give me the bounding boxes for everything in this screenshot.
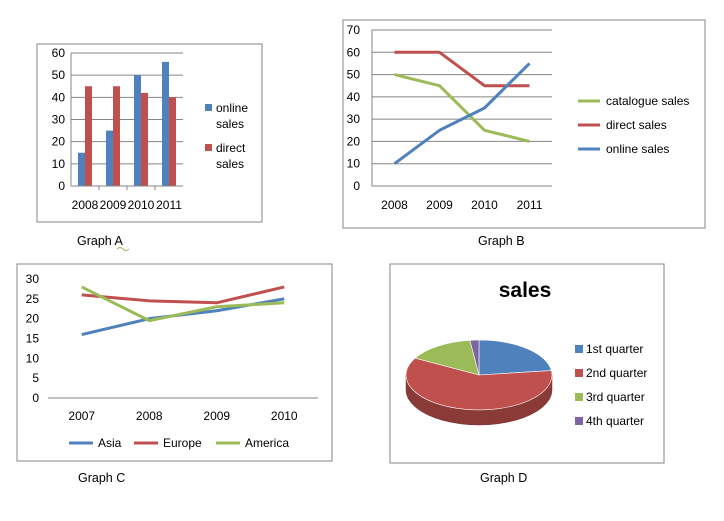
y-tick-label: 60 bbox=[52, 46, 66, 60]
legend-label: online bbox=[216, 101, 248, 115]
y-tick-label: 0 bbox=[353, 179, 360, 193]
bar bbox=[78, 152, 85, 186]
graph-d-legend: 1st quarter 2nd quarter 3rd quarter 4th qua… bbox=[575, 342, 647, 428]
y-tick-label: 20 bbox=[347, 134, 361, 148]
bar bbox=[162, 61, 169, 186]
graph-c-legend: Asia Europe America bbox=[69, 436, 289, 450]
y-tick-label: 20 bbox=[52, 135, 66, 149]
x-tick-label: 2010 bbox=[271, 409, 298, 423]
y-tick-label: 5 bbox=[32, 371, 39, 385]
x-tick-label: 2007 bbox=[68, 409, 95, 423]
series-line bbox=[81, 285, 285, 323]
y-tick-label: 30 bbox=[26, 272, 40, 286]
x-tick-label: 2009 bbox=[203, 409, 230, 423]
graph-b-legend: catalogue sales direct sales online sales bbox=[578, 94, 689, 156]
x-tick-label: 2009 bbox=[100, 198, 127, 212]
bar bbox=[106, 130, 113, 186]
y-tick-label: 50 bbox=[347, 68, 361, 82]
y-tick-label: 40 bbox=[347, 90, 361, 104]
x-tick-label: 2010 bbox=[471, 198, 498, 212]
legend-swatch bbox=[575, 345, 583, 353]
graph-d-caption: Graph D bbox=[480, 471, 527, 485]
legend-label: 2nd quarter bbox=[586, 366, 647, 380]
y-tick-label: 0 bbox=[58, 179, 65, 193]
graph-b-frame bbox=[342, 19, 706, 229]
graph-a-frame bbox=[36, 43, 263, 223]
legend-swatch bbox=[575, 393, 583, 401]
graph-d-title: sales bbox=[499, 279, 552, 302]
legend-swatch bbox=[575, 417, 583, 425]
graph-b: 0 10 20 30 40 50 60 70 2008 2009 2010 2011 catalog… bbox=[342, 19, 706, 229]
pie-slice bbox=[414, 339, 480, 376]
x-tick-label: 2011 bbox=[156, 198, 182, 212]
series-line bbox=[394, 73, 530, 143]
bar bbox=[85, 86, 92, 186]
graph-c-caption: Graph C bbox=[78, 471, 125, 485]
y-tick-label: 10 bbox=[52, 157, 66, 171]
y-tick-label: 10 bbox=[347, 157, 361, 171]
legend-label: America bbox=[245, 436, 289, 450]
series-line bbox=[81, 285, 285, 305]
x-tick-label: 2011 bbox=[517, 198, 543, 212]
legend-label: 3rd quarter bbox=[586, 390, 645, 404]
legend-swatch bbox=[575, 369, 583, 377]
legend-label: direct bbox=[216, 141, 246, 155]
y-tick-label: 70 bbox=[347, 23, 361, 37]
y-tick-label: 20 bbox=[26, 312, 40, 326]
y-tick-label: 10 bbox=[26, 351, 40, 365]
graph-d: sales 1st quarter 2nd quarter 3rd quarter 4… bbox=[389, 263, 665, 464]
x-tick-label: 2008 bbox=[381, 198, 408, 212]
graph-c: 0 5 10 15 20 25 30 2007 2008 2009 2010 Asia Europe… bbox=[16, 263, 333, 462]
y-tick-label: 30 bbox=[52, 113, 66, 127]
legend-label: online sales bbox=[606, 142, 669, 156]
y-tick-label: 25 bbox=[26, 292, 40, 306]
bar bbox=[113, 86, 120, 186]
x-tick-label: 2008 bbox=[72, 198, 99, 212]
y-tick-label: 0 bbox=[32, 391, 39, 405]
legend-label: direct sales bbox=[606, 118, 667, 132]
x-tick-label: 2009 bbox=[426, 198, 453, 212]
legend-swatch bbox=[205, 104, 212, 111]
graph-d-pie bbox=[405, 339, 553, 426]
pie-slice bbox=[405, 357, 553, 411]
legend-label: Asia bbox=[98, 436, 122, 450]
graph-b-caption: Graph B bbox=[478, 234, 525, 248]
y-tick-label: 60 bbox=[347, 45, 361, 59]
pie-slice bbox=[478, 339, 552, 376]
legend-label: catalogue sales bbox=[606, 94, 689, 108]
bar bbox=[134, 75, 141, 186]
graph-a-legend: online sales direct sales bbox=[205, 101, 248, 171]
legend-swatch bbox=[205, 144, 212, 151]
bar bbox=[169, 97, 176, 186]
y-tick-label: 50 bbox=[52, 68, 66, 82]
bar bbox=[141, 92, 148, 186]
y-tick-label: 30 bbox=[347, 112, 361, 126]
legend-label: 1st quarter bbox=[586, 342, 643, 356]
x-tick-label: 2010 bbox=[128, 198, 155, 212]
legend-label: sales bbox=[216, 117, 244, 131]
series-line bbox=[393, 62, 531, 165]
y-tick-label: 15 bbox=[26, 332, 40, 346]
graph-c-frame bbox=[16, 263, 333, 462]
graph-a: 0 10 20 30 40 50 60 2008 2009 2010 2011 online sa… bbox=[36, 43, 263, 223]
graph-a-caption: Graph A bbox=[77, 234, 124, 248]
y-tick-label: 40 bbox=[52, 90, 66, 104]
legend-label: 4th quarter bbox=[586, 414, 644, 428]
legend-label: Europe bbox=[163, 436, 202, 450]
x-tick-label: 2008 bbox=[136, 409, 163, 423]
legend-label: sales bbox=[216, 157, 244, 171]
spellcheck-underline bbox=[116, 247, 130, 251]
pie-slice bbox=[469, 339, 480, 376]
